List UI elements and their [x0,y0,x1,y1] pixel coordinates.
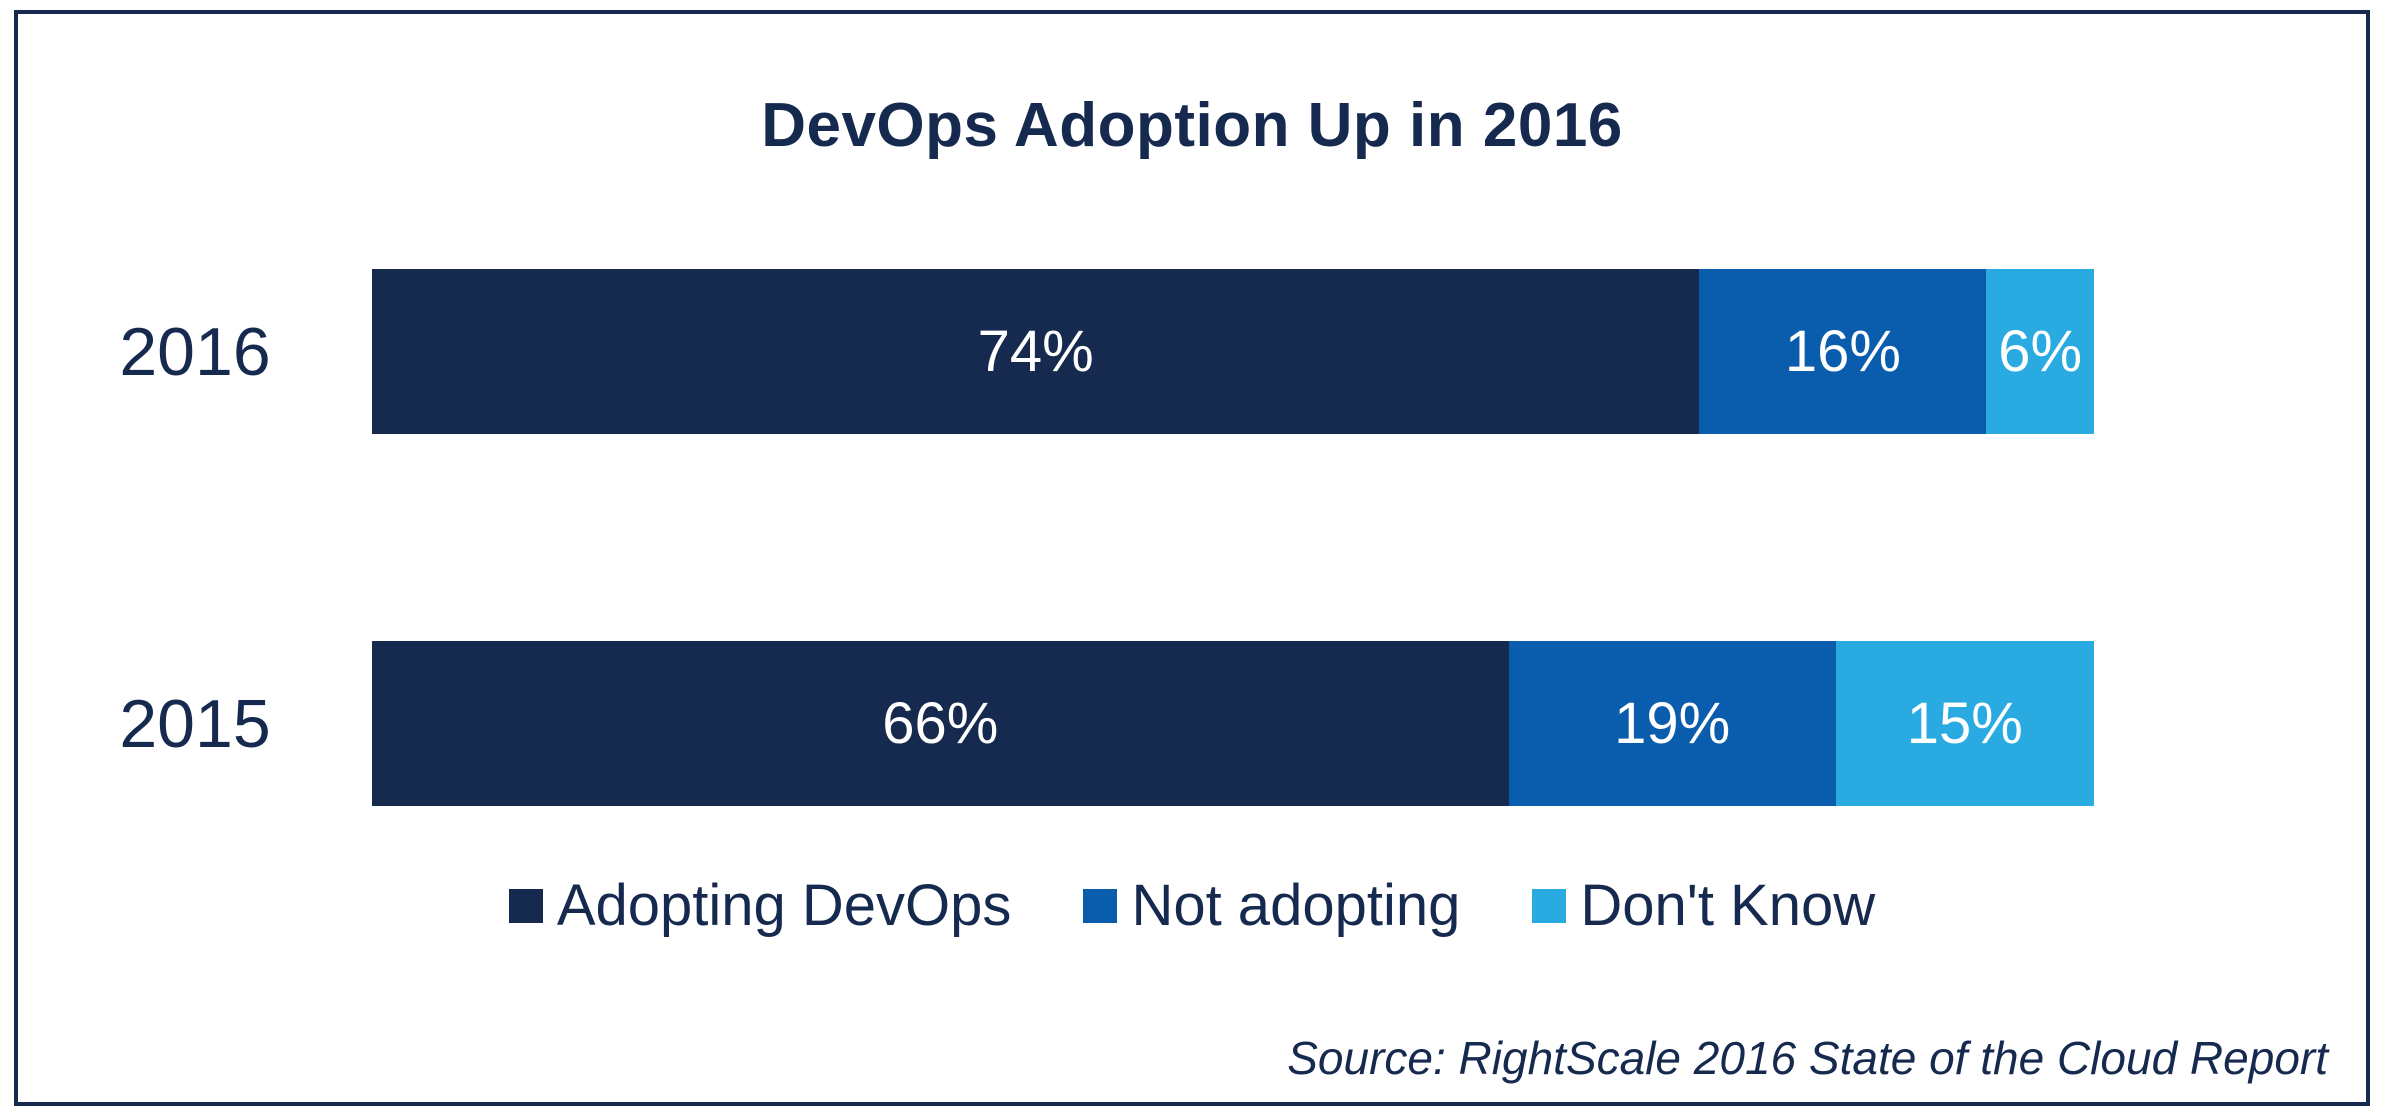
bar-segment-don-t-know-2016: 6% [1986,269,2094,434]
legend-label: Adopting DevOps [556,873,1012,938]
chart-legend: Adopting DevOps Not adopting Don't Know [18,872,2366,939]
chart-title: DevOps Adoption Up in 2016 [761,91,1623,160]
legend-swatch-icon [1083,888,1118,923]
legend-label: Not adopting [1131,873,1461,938]
bar-row-2016: 2016 74% 16% 6% [18,269,2366,434]
category-label-2015: 2015 [119,685,271,762]
bar-segment-not-adopting-2015: 19% [1508,641,1836,806]
chart-frame: DevOps Adoption Up in 2016 2016 74% 16% 6% 2… [14,10,2370,1106]
bar-chart-area: 2016 74% 16% 6% 2015 66% 19% 15% [18,269,2366,806]
bar-segment-not-adopting-2016: 16% [1699,269,1987,434]
legend-swatch-icon [1532,888,1567,923]
bar-track-2016: 74% 16% 6% [372,269,2094,434]
legend-label: Don't Know [1580,873,1876,938]
legend-item-don-t-know: Don't Know [1532,872,1875,939]
bar-track-2015: 66% 19% 15% [372,641,2094,806]
bar-row-2015: 2015 66% 19% 15% [18,641,2366,806]
source-attribution: Source: RightScale 2016 State of the Clo… [1287,1032,2328,1084]
bar-segment-adopting-devops-2015: 66% [372,641,1509,806]
bar-segment-adopting-devops-2016: 74% [372,269,1700,434]
legend-item-adopting-devops: Adopting DevOps [508,872,1012,939]
legend-item-not-adopting: Not adopting [1083,872,1460,939]
bar-segment-don-t-know-2015: 15% [1835,641,2094,806]
legend-swatch-icon [508,888,543,923]
category-label-2016: 2016 [119,313,271,390]
